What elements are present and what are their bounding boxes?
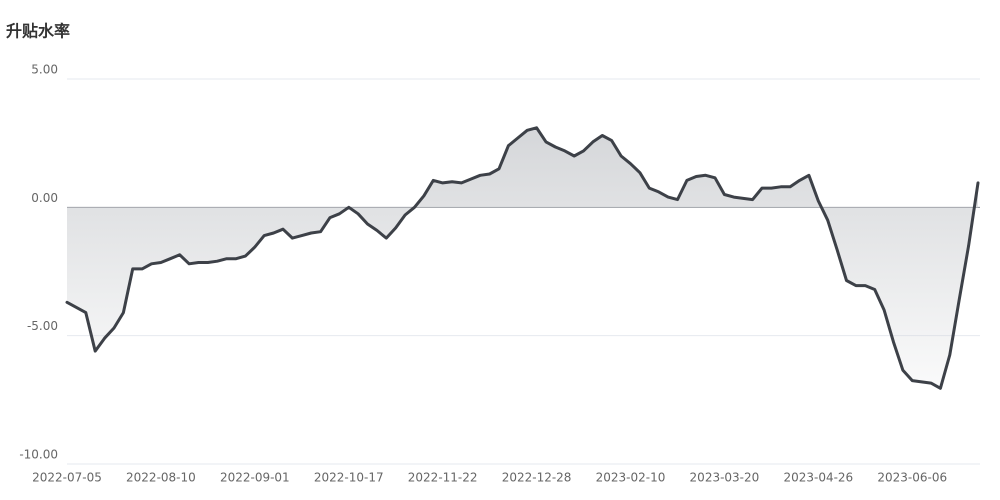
chart-title: 升贴水率 [6,22,70,41]
y-tick-label: 5.00 [31,63,58,77]
x-tick-label: 2022-07-05 [32,471,102,485]
x-tick-label: 2022-08-10 [126,471,196,485]
area-fill [67,127,978,389]
x-tick-label: 2023-02-10 [596,471,666,485]
y-tick-label: -5.00 [27,319,58,333]
x-tick-label: 2023-04-26 [783,471,853,485]
y-tick-label: -10.00 [19,448,58,462]
x-tick-label: 2022-11-22 [408,471,478,485]
x-tick-label: 2022-10-17 [314,471,384,485]
line [65,126,980,390]
y-tick-label: 0.00 [31,191,58,205]
x-tick-label: 2023-03-20 [690,471,760,485]
x-tick-label: 2022-12-28 [502,471,572,485]
x-tick-label: 2023-06-06 [877,471,947,485]
x-tick-label: 2022-09-01 [220,471,290,485]
